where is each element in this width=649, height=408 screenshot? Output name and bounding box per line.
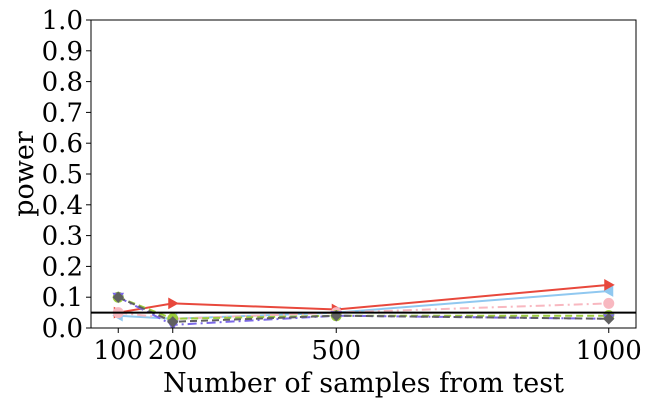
series-6-point-4 (603, 313, 615, 325)
y-tick-label: 0.8 (42, 68, 83, 98)
series-2-point-4 (604, 279, 615, 291)
series-5-line (117, 296, 609, 326)
y-tick-label: 1.0 (42, 6, 83, 36)
y-tick-label: 0.3 (42, 222, 83, 252)
y-tick-label: 0.7 (42, 98, 83, 128)
series-1-point-4 (602, 285, 614, 297)
y-tick-label: 0.4 (42, 191, 83, 221)
series-3-line (118, 302, 609, 320)
x-tick-label: 1000 (576, 336, 642, 366)
plot-content (91, 279, 636, 328)
series-4-line (117, 296, 609, 320)
series-6-point-1 (112, 291, 124, 303)
series-2-point-2 (168, 297, 179, 310)
y-tick-label: 0.1 (42, 283, 83, 313)
y-tick-label: 0.0 (42, 314, 83, 344)
y-tick-label: 0.2 (42, 252, 83, 282)
x-tick-label: 500 (311, 336, 361, 366)
x-axis: 100 200 500 1000 (93, 328, 642, 366)
series-3-point-4 (603, 297, 615, 309)
x-axis-label: Number of samples from test (163, 368, 564, 399)
y-tick-label: 0.6 (42, 129, 83, 159)
series-2-line (118, 283, 609, 314)
y-tick-label: 0.5 (42, 160, 83, 190)
plot-frame (90, 19, 637, 329)
x-tick-label: 100 (93, 336, 143, 366)
y-axis-label: power (9, 131, 40, 217)
series-6-point-2 (167, 316, 179, 328)
y-tick-label: 0.9 (42, 37, 83, 67)
x-tick-label: 200 (148, 336, 198, 366)
y-axis: 0.00.10.20.30.40.50.60.70.80.91.0 (42, 6, 91, 344)
series-5 (112, 292, 615, 328)
